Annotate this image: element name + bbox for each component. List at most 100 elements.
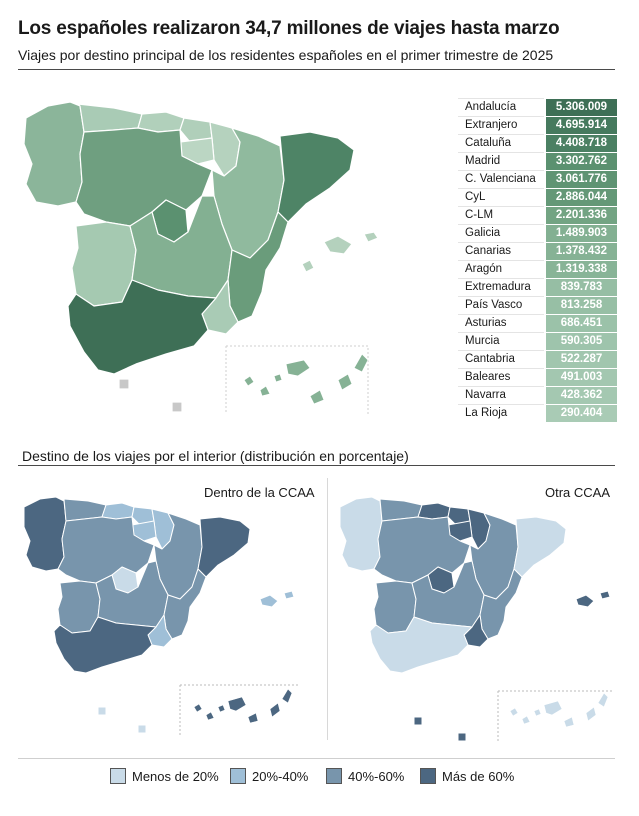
canarias-island-1[interactable]	[509, 707, 519, 717]
table-cell-value: 4.695.914	[546, 116, 617, 134]
canarias-island-6[interactable]	[337, 373, 353, 391]
canarias-island-2[interactable]	[259, 385, 271, 397]
page-subtitle: Viajes por destino principal de los resi…	[18, 47, 554, 63]
region-cantabria[interactable]	[101, 502, 135, 520]
region-galicia[interactable]	[23, 496, 67, 572]
canarias-island-5[interactable]	[309, 389, 325, 405]
table-row: C. Valenciana 3.061.776	[458, 170, 617, 188]
table-cell-region: La Rioja	[458, 404, 544, 421]
table-cell-value: 590.305	[546, 332, 617, 350]
table-cell-region: Extranjero	[458, 116, 544, 133]
legend-label: Más de 60%	[442, 769, 515, 784]
canarias-island-3[interactable]	[217, 704, 226, 713]
panel-separator	[327, 478, 328, 740]
region-andalucia[interactable]	[369, 616, 473, 674]
legend-item-20-40: 20%-40%	[230, 768, 308, 784]
table-cell-region: C. Valenciana	[458, 170, 544, 187]
panel-title-otra: Otra CCAA	[545, 485, 611, 500]
page-title: Los españoles realizaron 34,7 millones d…	[18, 18, 560, 39]
canarias-island-7[interactable]	[281, 688, 293, 704]
table-row: Extremadura 839.783	[458, 278, 617, 296]
table-row: Extranjero 4.695.914	[458, 116, 617, 134]
table-cell-region: Cataluña	[458, 134, 544, 151]
canarias-island-6[interactable]	[585, 706, 597, 722]
canarias-island-4[interactable]	[227, 696, 247, 712]
canarias-inset-frame	[226, 345, 369, 414]
section-title-interior: Destino de los viajes por el interior (d…	[22, 448, 409, 464]
table-cell-value: 2.886.044	[546, 188, 617, 206]
canarias-island-7[interactable]	[597, 692, 609, 708]
region-ceuta[interactable]	[413, 716, 423, 726]
table-cell-value: 491.003	[546, 368, 617, 386]
legend-label: 20%-40%	[252, 769, 309, 784]
region-baleares[interactable]	[323, 235, 353, 255]
ranking-table: Andalucía 5.306.009 Extranjero 4.695.914 Cat…	[458, 98, 617, 422]
canarias-island-7[interactable]	[353, 353, 369, 373]
legend-label: 40%-60%	[348, 769, 405, 784]
table-cell-value: 3.302.762	[546, 152, 617, 170]
canarias-island-5[interactable]	[247, 712, 259, 724]
table-row: Cantabria 522.287	[458, 350, 617, 368]
region-baleares-ibiza[interactable]	[301, 259, 315, 273]
region-andalucia[interactable]	[53, 616, 157, 674]
table-cell-value: 1.489.903	[546, 224, 617, 242]
canarias-island-2[interactable]	[521, 715, 531, 725]
legend-swatch	[110, 768, 126, 784]
table-row: Canarias 1.378.432	[458, 242, 617, 260]
table-cell-region: CyL	[458, 188, 544, 205]
table-row: C-LM 2.201.336	[458, 206, 617, 224]
map-viajes-por-destino	[23, 101, 379, 414]
table-row: Galicia 1.489.903	[458, 224, 617, 242]
table-cell-region: Baleares	[458, 368, 544, 385]
region-melilla[interactable]	[171, 401, 183, 413]
table-cell-region: C-LM	[458, 206, 544, 223]
region-baleares-menorca[interactable]	[363, 231, 379, 243]
canarias-island-4[interactable]	[285, 359, 311, 377]
region-cataluna[interactable]	[277, 131, 355, 223]
region-galicia[interactable]	[23, 101, 85, 207]
canarias-island-2[interactable]	[205, 711, 215, 721]
table-cell-region: Andalucía	[458, 98, 544, 115]
table-cell-value: 4.408.718	[546, 134, 617, 152]
table-cell-value: 5.306.009	[546, 98, 617, 116]
table-cell-value: 428.362	[546, 386, 617, 404]
table-cell-value: 3.061.776	[546, 170, 617, 188]
canarias-island-1[interactable]	[193, 703, 203, 713]
region-cataluna[interactable]	[197, 516, 251, 578]
canarias-island-3[interactable]	[533, 708, 542, 717]
region-cataluna[interactable]	[513, 516, 567, 578]
region-asturias[interactable]	[77, 103, 143, 133]
region-andalucia[interactable]	[67, 279, 217, 375]
canarias-island-4[interactable]	[543, 700, 563, 716]
table-cell-region: Madrid	[458, 152, 544, 169]
region-baleares[interactable]	[575, 594, 595, 608]
canarias-inset-frame	[179, 684, 298, 735]
table-row: Cataluña 4.408.718	[458, 134, 617, 152]
region-galicia[interactable]	[339, 496, 383, 572]
region-baleares-menorca[interactable]	[283, 590, 295, 600]
canarias-island-5[interactable]	[563, 716, 575, 728]
canarias-island-3[interactable]	[273, 373, 283, 383]
table-cell-region: Extremadura	[458, 278, 544, 295]
region-baleares-menorca[interactable]	[599, 590, 611, 600]
region-baleares[interactable]	[259, 594, 279, 608]
table-cell-region: Asturias	[458, 314, 544, 331]
table-cell-region: Navarra	[458, 386, 544, 403]
divider-bottom	[18, 758, 615, 759]
table-cell-region: Cantabria	[458, 350, 544, 367]
table-row: CyL 2.886.044	[458, 188, 617, 206]
region-cantabria[interactable]	[417, 502, 451, 520]
region-melilla[interactable]	[137, 724, 147, 734]
table-row: Navarra 428.362	[458, 386, 617, 404]
canarias-island-1[interactable]	[243, 375, 255, 387]
table-row: Andalucía 5.306.009	[458, 98, 617, 116]
table-row: Aragón 1.319.338	[458, 260, 617, 278]
canarias-island-6[interactable]	[269, 702, 281, 718]
region-ceuta[interactable]	[118, 378, 130, 390]
table-cell-value: 839.783	[546, 278, 617, 296]
legend-item-mas-60: Más de 60%	[420, 768, 514, 784]
table-row: País Vasco 813.258	[458, 296, 617, 314]
region-melilla[interactable]	[457, 732, 467, 742]
region-ceuta[interactable]	[97, 706, 107, 716]
table-cell-value: 686.451	[546, 314, 617, 332]
